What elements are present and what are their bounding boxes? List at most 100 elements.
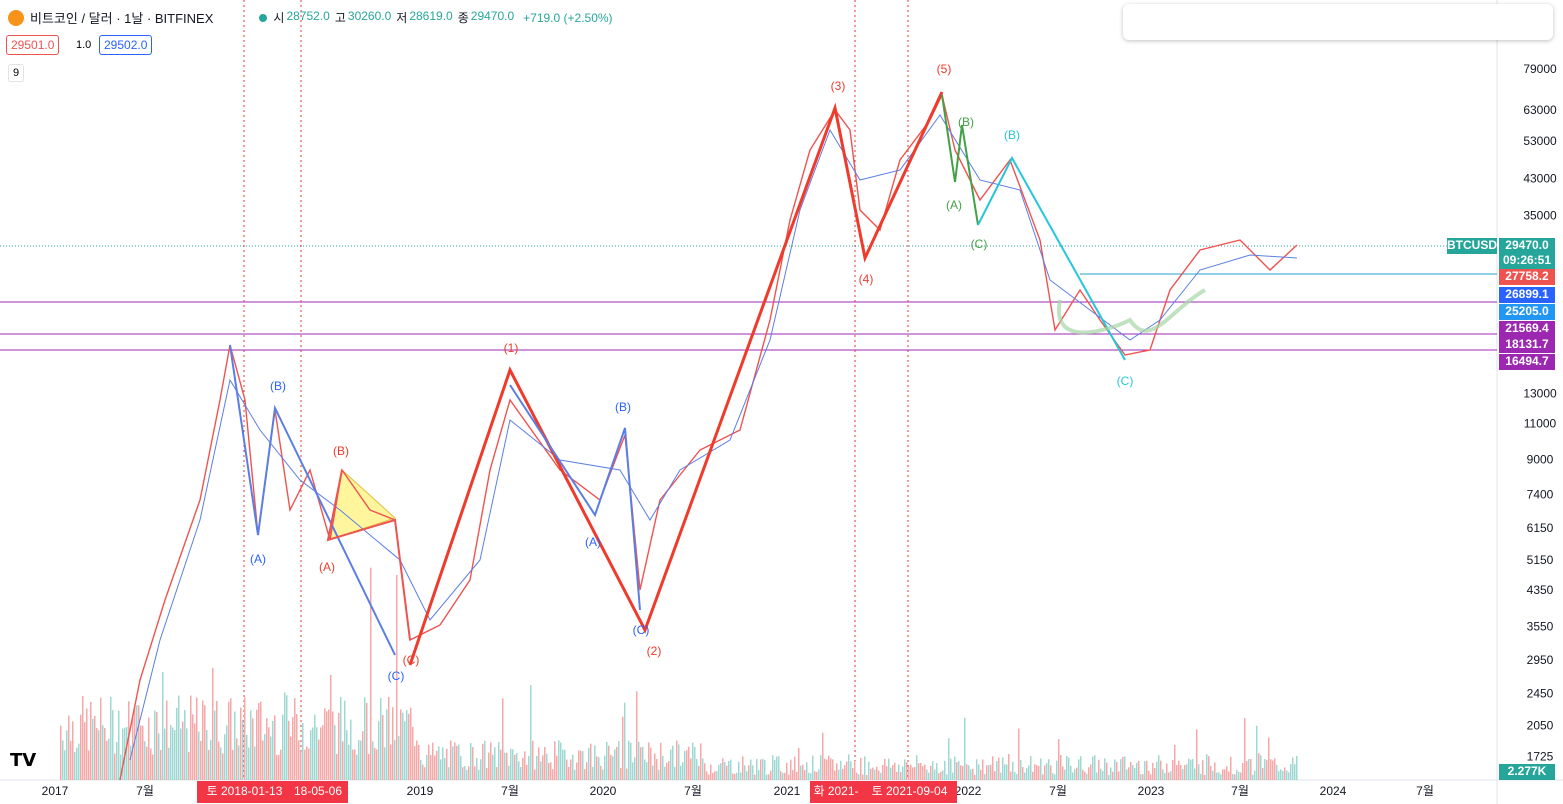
volume-bar (354, 749, 356, 780)
wave-label: (A) (250, 552, 266, 566)
volume-bar (194, 723, 196, 780)
volume-bar (1282, 770, 1284, 780)
volume-bar (1292, 757, 1294, 780)
bid[interactable]: 29501.0 (6, 35, 60, 55)
volume-bar (704, 763, 706, 780)
price-label: 2950 (1527, 653, 1554, 667)
volume-bar (736, 772, 738, 780)
volume-bar (276, 754, 278, 780)
volume-bar (96, 727, 98, 780)
volume-bar (1020, 759, 1022, 780)
volume-bar (858, 774, 860, 780)
volume-bar (266, 718, 268, 780)
volume-bar (180, 728, 182, 780)
volume-bar (1054, 774, 1056, 780)
volume-bar (102, 725, 104, 780)
ask[interactable]: 29502.0 (99, 35, 153, 55)
volume-bar (268, 727, 270, 780)
volume-bar (650, 747, 652, 780)
volume-bar (308, 748, 310, 780)
volume-bar (1146, 760, 1148, 780)
volume-bar (982, 759, 984, 780)
volume-bar (1086, 773, 1088, 780)
volume-bar (760, 759, 762, 780)
volume-bar (778, 756, 780, 780)
volume-bar (1204, 774, 1206, 780)
volume-bar (764, 760, 766, 780)
volume-bar (902, 766, 904, 780)
volume-bar (384, 747, 386, 780)
volume-bar (1082, 769, 1084, 780)
coin-icon (8, 9, 24, 26)
wave-label: (A) (585, 535, 601, 549)
volume-bar (672, 745, 674, 780)
volume-bar (1052, 773, 1054, 780)
volume-bar (1028, 765, 1030, 780)
price-label: 2450 (1527, 686, 1554, 700)
volume-bar (1218, 772, 1220, 780)
volume-bar (864, 756, 866, 780)
volume-bar (158, 733, 160, 780)
volume-bar (114, 753, 116, 780)
volume-bar (164, 728, 166, 780)
volume-bar (720, 763, 722, 780)
volume-bar (242, 719, 244, 780)
volume-bar (860, 757, 862, 780)
volume-bar (1214, 762, 1216, 780)
volume-bar (1154, 768, 1156, 780)
volume-bar (68, 715, 70, 780)
volume-bar (794, 756, 796, 780)
volume-bar (624, 702, 626, 780)
volume-bar (532, 740, 534, 780)
volume-bar (968, 765, 970, 780)
volume-bar (592, 766, 594, 780)
price-tag-label: 29470.0 (1505, 238, 1549, 252)
volume-bar (942, 770, 944, 780)
symbol[interactable]: 비트코인 / 달러 · 1날 · BITFINEX (30, 11, 214, 26)
volume-bar (326, 711, 328, 780)
wave-label: (B) (333, 444, 349, 458)
volume-bar (226, 725, 228, 780)
volume-bar (370, 567, 372, 780)
volume-bar (924, 764, 926, 780)
price-label: 13000 (1523, 386, 1557, 400)
price-label: 7400 (1527, 488, 1554, 502)
volume-bar (1268, 737, 1270, 780)
volume-bar (570, 759, 572, 780)
ma (129, 114, 1298, 761)
volume-bar (1270, 759, 1272, 780)
volume-bar (756, 759, 758, 780)
volume-bar (992, 756, 994, 780)
volume-bar (688, 746, 690, 780)
volume-bar (768, 774, 770, 780)
volume-bar (318, 739, 320, 780)
ohlc-value: 30260.0 (347, 9, 392, 23)
volume-bar (64, 750, 66, 780)
volume-bar (954, 756, 956, 780)
volume-bar (838, 769, 840, 780)
volume-bar (1246, 760, 1248, 780)
volume-bar (520, 767, 522, 780)
volume-bar (826, 759, 828, 780)
volume-bar (348, 744, 350, 780)
volume-bar (1134, 768, 1136, 780)
volume-bar (82, 695, 84, 780)
volume-bar (948, 738, 950, 780)
volume-bar (286, 695, 288, 780)
volume-bar (1274, 758, 1276, 780)
volume-bar (1152, 762, 1154, 780)
volume-bar (966, 764, 968, 780)
volume-bar (596, 756, 598, 780)
volume-bar (662, 756, 664, 780)
volume-bar (1258, 753, 1260, 780)
volume-bar (798, 748, 800, 780)
volume-bar (94, 715, 96, 780)
volume-bar (556, 755, 558, 780)
volume-bar (1192, 759, 1194, 780)
volume-bar (136, 705, 138, 780)
volume-bar (230, 698, 232, 780)
volume-bar (844, 765, 846, 780)
indicator-toggle[interactable]: 9 (8, 64, 25, 82)
volume-bar (410, 707, 412, 780)
price-tag-label: 16494.7 (1505, 354, 1549, 368)
